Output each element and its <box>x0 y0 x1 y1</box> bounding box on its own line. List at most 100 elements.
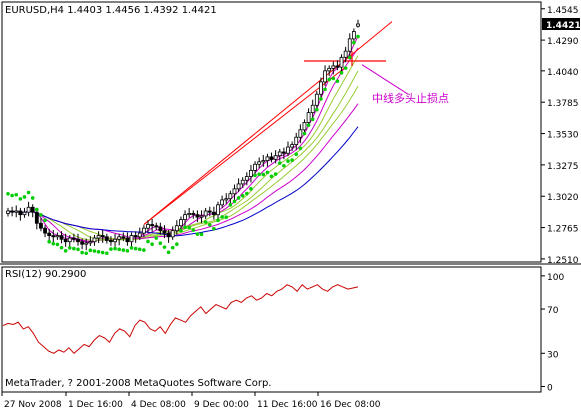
price-tick-label: 1.4290 <box>547 37 579 47</box>
candle-body <box>302 122 307 131</box>
sar-dot <box>191 228 196 232</box>
sar-dot <box>245 191 249 196</box>
time-tick-label: 16 Dec 08:00 <box>320 400 381 410</box>
candle-body <box>277 151 282 157</box>
candle-body <box>39 222 43 229</box>
sar-dot <box>51 241 56 246</box>
price-tick-label: 1.4040 <box>547 68 579 78</box>
sar-dot <box>154 236 159 240</box>
parabolic-sar <box>6 34 360 256</box>
current-price-box <box>542 18 580 31</box>
candle-body <box>43 227 47 234</box>
sar-dot <box>207 222 212 227</box>
sar-dot <box>339 71 344 75</box>
sar-dot <box>35 207 39 212</box>
sar-dot <box>179 228 183 233</box>
candle-body <box>63 238 68 243</box>
price-tick-label: 1.4545 <box>547 6 579 16</box>
candle-body <box>18 210 23 216</box>
candle-body <box>133 235 138 238</box>
candle-body <box>261 160 266 163</box>
sar-dot <box>22 195 27 199</box>
sar-dot <box>88 248 93 253</box>
moving-averages <box>7 36 359 244</box>
copyright-text: MetaTrader, ? 2001-2008 MetaQuotes Softw… <box>5 378 271 389</box>
annotation-label: 中线多头止损点 <box>372 91 449 105</box>
sar-dot <box>117 247 121 252</box>
time-tick-label: 9 Dec 00:00 <box>194 400 249 410</box>
candle-body <box>199 215 204 218</box>
candle-body <box>96 235 101 239</box>
candle-body <box>146 224 150 229</box>
sar-dot <box>212 226 216 231</box>
price-tick-label: 1.2510 <box>547 256 579 266</box>
candle-body <box>281 151 286 154</box>
moving-average-line <box>7 47 359 242</box>
sar-dot <box>343 66 348 70</box>
candle-body <box>339 56 344 68</box>
sar-dot <box>286 159 290 163</box>
candle-body <box>327 67 332 72</box>
candle-body <box>253 163 257 171</box>
rsi-tick-label: 100 <box>547 273 564 283</box>
moving-average-line <box>7 85 359 241</box>
sar-dot <box>216 218 220 223</box>
price-tick-label: 1.2765 <box>547 225 579 235</box>
time-tick-label: 1 Dec 16:00 <box>68 400 123 410</box>
candle-body <box>104 236 109 241</box>
sar-dot <box>121 248 126 252</box>
sar-dot <box>63 249 68 253</box>
time-tick-label: 4 Dec 08:00 <box>131 400 186 410</box>
sar-dot <box>158 241 163 245</box>
candle-body <box>347 38 352 52</box>
sar-dot <box>80 250 84 255</box>
sar-dot <box>43 218 47 223</box>
candle-body <box>323 70 327 83</box>
candle-body <box>306 112 311 123</box>
rsi-panel-frame <box>1 266 542 393</box>
candle-body <box>232 188 237 195</box>
candle-body <box>351 31 356 40</box>
candle-body <box>170 230 175 238</box>
current-price-label: 1.4421 <box>546 21 581 31</box>
sar-dot <box>323 87 327 92</box>
sar-dot <box>335 79 340 83</box>
candle-body <box>220 199 225 206</box>
candle-body <box>286 146 290 154</box>
candle-body <box>179 219 183 227</box>
sar-dot <box>306 123 311 127</box>
candle-body <box>121 236 126 239</box>
moving-average-line <box>7 36 359 244</box>
candle-body <box>158 226 163 232</box>
candle-body <box>228 193 233 200</box>
sar-dot <box>92 249 97 253</box>
candle-body <box>113 238 117 243</box>
sar-dot <box>224 215 229 219</box>
sar-dot <box>59 245 64 250</box>
sar-dot <box>146 239 150 244</box>
moving-average-line <box>7 55 359 241</box>
red-trendline-lower <box>143 66 346 225</box>
trendlines[interactable] <box>143 21 409 225</box>
candle-body <box>162 230 167 234</box>
candle-body <box>100 235 105 238</box>
rsi-indicator <box>2 283 359 354</box>
sar-dot <box>84 251 89 256</box>
sar-dot <box>150 242 154 246</box>
candle-body <box>216 204 220 216</box>
candle-body <box>290 144 295 148</box>
sar-dot <box>269 174 274 179</box>
price-tick-label: 1.3020 <box>547 193 579 203</box>
candle-body <box>314 93 319 106</box>
sar-dot <box>96 249 101 254</box>
candle-body <box>22 211 27 216</box>
candle-body <box>244 176 249 181</box>
price-tick-label: 1.3530 <box>547 131 579 141</box>
candle-body <box>80 241 85 245</box>
candle-body <box>59 235 64 240</box>
sar-dot <box>105 251 109 256</box>
candle-body <box>331 65 336 69</box>
rsi-tick-label: 70 <box>547 306 559 316</box>
